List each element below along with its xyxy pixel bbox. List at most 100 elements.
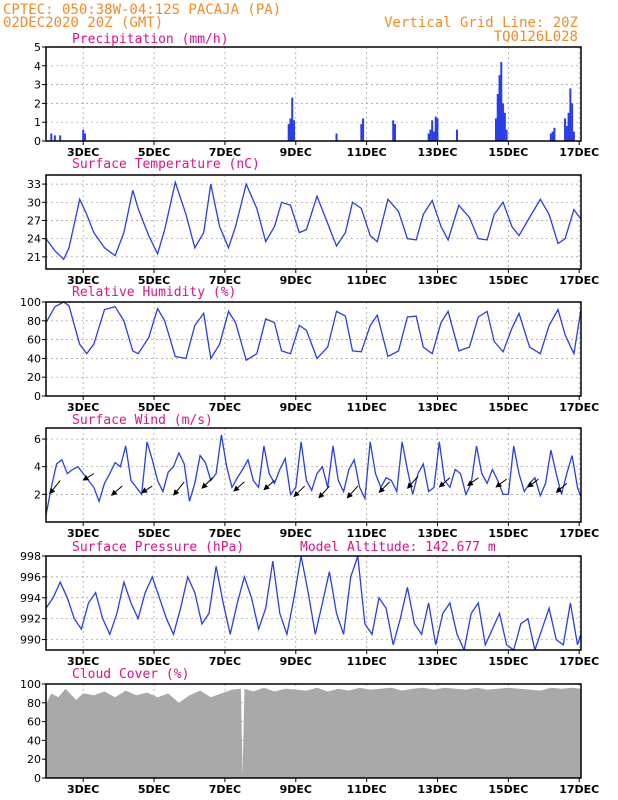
cloud-ytick-label: 60 [27,716,41,729]
cloud-title: Cloud Cover (%) [72,667,189,682]
header-grid-note: Vertical Grid Line: 20Z [384,15,578,31]
wind-vector [111,485,123,496]
wind-xtick-label: 17DEC [559,527,599,540]
precip-bar [289,118,292,141]
wind-vector [495,478,507,488]
wind-vector [555,482,568,494]
press-xtick-label: 5DEC [138,655,170,668]
cloud-ytick-label: 80 [27,697,41,710]
temp-frame [45,174,582,270]
precip-xtick-label: 9DEC [280,146,312,159]
cloud-panel: Cloud Cover (%) 0 20 40 60 80 100 3DEC 5DEC 7DEC 9… [20,667,599,796]
press-title: Surface Pressure (hPa) [72,540,244,555]
precip-xtick-label: 13DEC [417,146,457,159]
press-frame [45,555,582,651]
temp-ytick-label: 21 [27,251,41,264]
precip-xtick-label: 15DEC [488,146,528,159]
rh-series-line [46,302,581,362]
wind-vector [378,481,391,494]
wind-frame [45,427,582,523]
rh-xtick-label: 3DEC [67,401,99,414]
wind-xtick-label: 3DEC [67,527,99,540]
precip-frame [45,46,582,142]
press-ytick-label: 992 [20,613,41,626]
precip-bar [53,135,56,141]
wind-vector [233,481,245,492]
rh-ytick-label: 60 [27,334,41,347]
press-xtick-label: 7DEC [209,655,241,668]
wind-vector [467,477,479,487]
temp-series-line [46,179,581,261]
cloud-xtick-label: 9DEC [280,783,312,796]
wind-vector [201,477,213,489]
wind-vector [346,485,359,499]
precip-bar [500,62,503,141]
precip-ytick-label: 5 [34,41,41,54]
wind-ytick-label: 2 [34,488,41,501]
precip-bar [496,94,499,141]
press-xtick-label: 13DEC [417,655,457,668]
temp-ytick-label: 30 [27,196,41,209]
rh-ytick-label: 100 [20,296,41,309]
cloud-frame [45,683,582,779]
wind-xtick-label: 9DEC [280,527,312,540]
precip-bar [572,131,575,141]
temp-panel: Surface Temperature (nC) 21 24 27 30 33 3DEC 5D… [27,157,599,287]
rh-title: Relative Humidity (%) [72,285,236,300]
temp-title: Surface Temperature (nC) [72,157,260,172]
rh-panel: Relative Humidity (%) 0 20 40 60 80 100 3DEC 5DE… [20,285,599,414]
wind-vector [438,477,451,488]
header-run-time: 02DEC2020 20Z (GMT) [3,15,163,31]
precip-xtick-label: 3DEC [67,146,99,159]
precip-data [50,62,575,141]
temp-data [46,179,581,261]
header-model-code: TQ0126L028 [494,29,578,45]
cloud-xtick-label: 7DEC [209,783,241,796]
rh-xtick-label: 7DEC [209,401,241,414]
precip-bar [392,120,395,141]
press-ytick-label: 990 [20,634,41,647]
cloud-xtick-label: 17DEC [559,783,599,796]
precip-bar [50,133,53,141]
precip-bar [335,133,338,141]
temp-ytick-label: 24 [27,233,41,246]
cloud-area [46,687,581,778]
cloud-xtick-label: 5DEC [138,783,170,796]
temp-xtick-label: 9DEC [280,274,312,287]
press-ytick-label: 998 [20,550,41,563]
precip-bar [571,103,574,141]
cloud-xtick-label: 11DEC [347,783,387,796]
wind-ytick-label: 4 [34,461,41,474]
wind-vector [406,476,419,489]
cloud-xtick-label: 13DEC [417,783,457,796]
wind-xtick-label: 13DEC [417,527,457,540]
press-xtick-label: 9DEC [280,655,312,668]
cloud-ytick-label: 20 [27,753,41,766]
precip-bar [551,131,554,141]
wind-xtick-label: 15DEC [488,527,528,540]
wind-data [46,434,581,516]
cloud-data [46,687,581,778]
temp-ytick-label: 27 [27,214,41,227]
press-xtick-label: 17DEC [559,655,599,668]
press-ytick-label: 994 [20,592,41,605]
wind-series-line [46,434,581,516]
rh-ytick-label: 20 [27,371,41,384]
wind-vector [49,480,61,495]
precip-ytick-label: 4 [34,60,41,73]
precip-ytick-label: 1 [34,116,41,129]
wind-ytick-label: 6 [34,433,41,446]
precip-bar [567,112,570,141]
cloud-xtick-label: 3DEC [67,783,99,796]
rh-xtick-label: 9DEC [280,401,312,414]
wind-vector [263,480,275,491]
rh-ytick-label: 80 [27,315,41,328]
press-xtick-label: 11DEC [347,655,387,668]
chart-panels: Precipitation (mm/h) 0 1 2 3 4 5 3DEC 5DEC 7DEC 9D… [20,32,599,796]
temp-xtick-label: 17DEC [559,274,599,287]
wind-xtick-label: 11DEC [347,527,387,540]
precip-bar [427,133,430,141]
temp-xtick-label: 15DEC [488,274,528,287]
press-ytick-label: 996 [20,571,41,584]
